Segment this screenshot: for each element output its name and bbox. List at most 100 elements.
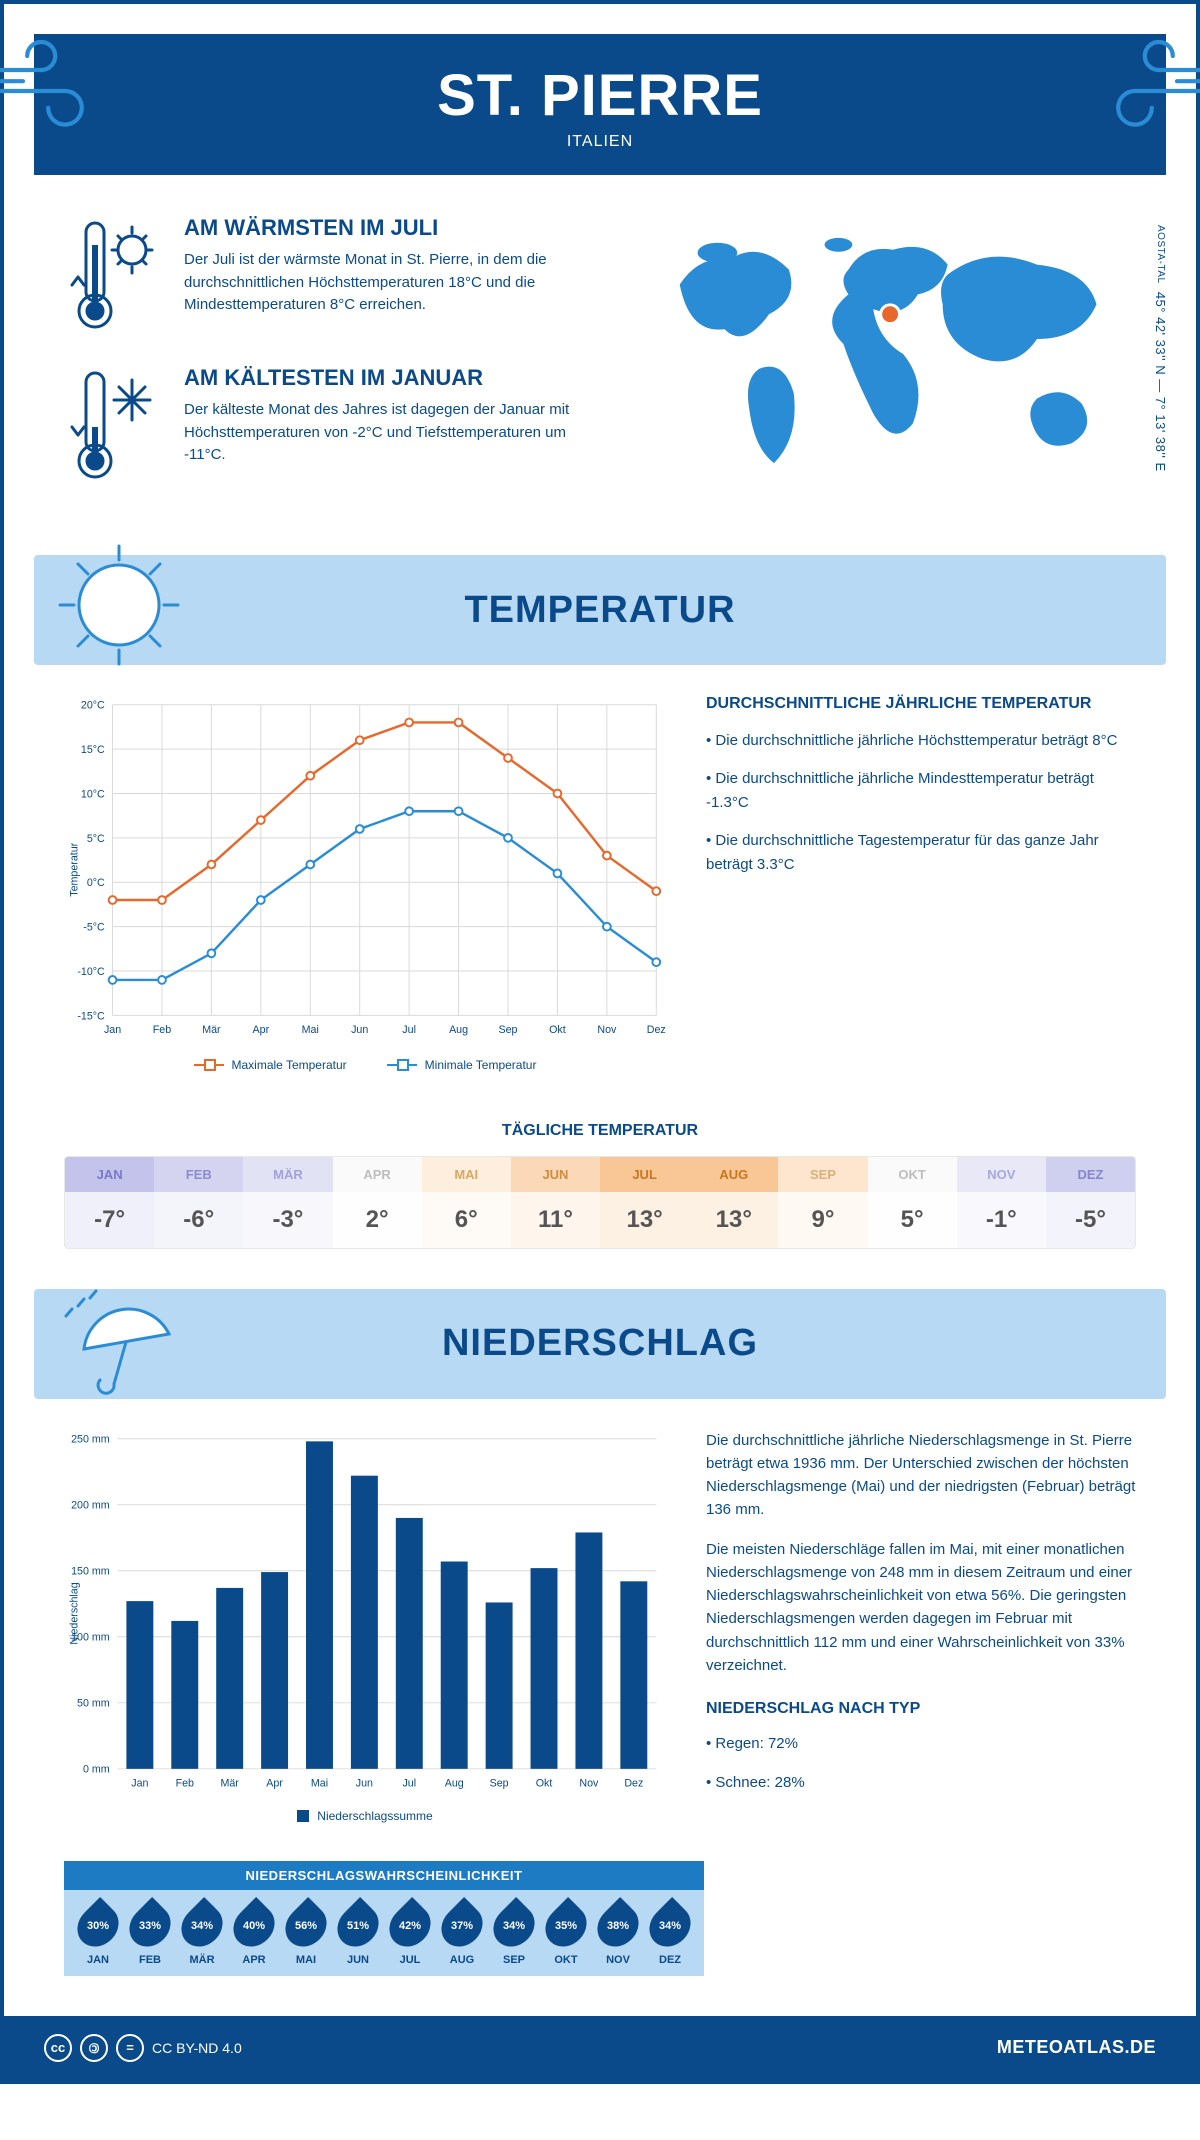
coldest-text: Der kälteste Monat des Jahres ist dagege… [184,399,610,467]
umbrella-icon [54,1274,184,1404]
svg-text:250 mm: 250 mm [71,1433,110,1445]
brand: METEOATLAS.DE [997,2037,1156,2058]
svg-text:Mai: Mai [302,1024,319,1036]
raindrop-icon: 38% [589,1897,647,1955]
header-band: ST. PIERRE ITALIEN [34,34,1166,175]
svg-text:15°C: 15°C [81,744,105,756]
footer: cc 🄯 = CC BY-ND 4.0 METEOATLAS.DE [4,2016,1196,2080]
probability-col: 38% NOV [592,1904,644,1966]
warmest-fact: AM WÄRMSTEN IM JULI Der Juli ist der wär… [64,215,610,335]
daily-col: DEZ -5° [1046,1157,1135,1248]
daily-col: NOV -1° [957,1157,1046,1248]
probability-col: 34% SEP [488,1904,540,1966]
svg-text:10°C: 10°C [81,788,105,800]
daily-col: MAI 6° [422,1157,511,1248]
intro-section: AM WÄRMSTEN IM JULI Der Juli ist der wär… [4,215,1196,545]
raindrop-icon: 34% [641,1897,699,1955]
raindrop-icon: 33% [121,1897,179,1955]
raindrop-icon: 37% [433,1897,491,1955]
license: cc 🄯 = CC BY-ND 4.0 [44,2034,242,2062]
svg-text:Aug: Aug [449,1024,468,1036]
daily-col: JAN -7° [65,1157,154,1248]
svg-text:Nov: Nov [579,1777,599,1789]
svg-text:Aug: Aug [445,1777,464,1789]
daily-col: SEP 9° [778,1157,867,1248]
svg-text:Jul: Jul [402,1024,416,1036]
raindrop-icon: 34% [485,1897,543,1955]
svg-text:Okt: Okt [549,1024,566,1036]
svg-text:Temperatur: Temperatur [69,842,81,896]
svg-text:20°C: 20°C [81,700,105,712]
svg-text:Dez: Dez [647,1024,666,1036]
coordinates: AOSTA-TAL 45° 42' 33'' N — 7° 13' 38'' E [1153,225,1168,472]
raindrop-icon: 35% [537,1897,595,1955]
temperature-heading: TEMPERATUR [464,589,735,632]
precipitation-notes: Die durchschnittliche jährliche Niedersc… [706,1429,1136,1823]
svg-text:Jan: Jan [104,1024,121,1036]
svg-text:0°C: 0°C [87,877,105,889]
probability-col: 42% JUL [384,1904,436,1966]
svg-text:5°C: 5°C [87,833,105,845]
wind-icon-right [1086,14,1200,154]
daily-col: FEB -6° [154,1157,243,1248]
coldest-title: AM KÄLTESTEN IM JANUAR [184,365,610,391]
temperature-section-head: TEMPERATUR [34,555,1166,665]
svg-text:-5°C: -5°C [83,922,105,934]
svg-text:-15°C: -15°C [77,1010,105,1022]
sun-icon [54,540,184,670]
svg-text:150 mm: 150 mm [71,1565,110,1577]
svg-text:50 mm: 50 mm [77,1697,110,1709]
svg-text:Nov: Nov [597,1024,617,1036]
cc-nd-icon: = [116,2034,144,2062]
precip-legend: Niederschlagssumme [64,1809,666,1823]
probability-col: 34% DEZ [644,1904,696,1966]
temperature-line-chart: -15°C-10°C-5°C0°C5°C10°C15°C20°CJanFebMä… [64,695,666,1072]
raindrop-icon: 40% [225,1897,283,1955]
svg-text:Sep: Sep [498,1024,517,1036]
svg-text:Feb: Feb [176,1777,194,1789]
raindrop-icon: 56% [277,1897,335,1955]
probability-col: 33% FEB [124,1904,176,1966]
svg-text:Mär: Mär [202,1024,221,1036]
svg-text:-10°C: -10°C [77,966,105,978]
thermometer-cold-icon [64,365,164,485]
raindrop-icon: 34% [173,1897,231,1955]
daily-temp-table: JAN -7° FEB -6° MÄR -3° APR 2° MAI 6° JU… [64,1156,1136,1249]
svg-text:Jun: Jun [356,1777,373,1789]
svg-text:Mai: Mai [311,1777,328,1789]
country-label: ITALIEN [34,133,1166,151]
wind-icon-left [0,14,114,154]
daily-col: AUG 13° [689,1157,778,1248]
svg-text:Niederschlag: Niederschlag [69,1582,81,1644]
svg-text:Sep: Sep [490,1777,509,1789]
svg-text:Jul: Jul [402,1777,416,1789]
probability-col: 37% AUG [436,1904,488,1966]
daily-temp-title: TÄGLICHE TEMPERATUR [4,1122,1196,1140]
temp-legend: Maximale Temperatur Minimale Temperatur [64,1058,666,1072]
cc-icon: cc [44,2034,72,2062]
probability-col: 34% MÄR [176,1904,228,1966]
precipitation-heading: NIEDERSCHLAG [442,1322,758,1365]
daily-col: OKT 5° [868,1157,957,1248]
daily-col: APR 2° [333,1157,422,1248]
precipitation-probability: NIEDERSCHLAGSWAHRSCHEINLICHKEIT 30% JAN … [64,1861,704,1976]
svg-text:Jan: Jan [131,1777,148,1789]
precipitation-bar-chart: 0 mm50 mm100 mm150 mm200 mm250 mmNieders… [64,1429,666,1823]
svg-text:200 mm: 200 mm [71,1499,110,1511]
svg-text:Dez: Dez [624,1777,643,1789]
world-map: AOSTA-TAL 45° 42' 33'' N — 7° 13' 38'' E [640,215,1136,498]
daily-col: JUN 11° [511,1157,600,1248]
svg-text:Jun: Jun [351,1024,368,1036]
svg-text:Mär: Mär [220,1777,239,1789]
raindrop-icon: 30% [69,1897,127,1955]
probability-col: 51% JUN [332,1904,384,1966]
daily-col: JUL 13° [600,1157,689,1248]
raindrop-icon: 51% [329,1897,387,1955]
probability-col: 35% OKT [540,1904,592,1966]
svg-text:Apr: Apr [253,1024,270,1036]
thermometer-hot-icon [64,215,164,335]
warmest-title: AM WÄRMSTEN IM JULI [184,215,610,241]
daily-col: MÄR -3° [243,1157,332,1248]
svg-text:0 mm: 0 mm [83,1763,110,1775]
temperature-notes: DURCHSCHNITTLICHE JÄHRLICHE TEMPERATUR •… [706,695,1136,1072]
